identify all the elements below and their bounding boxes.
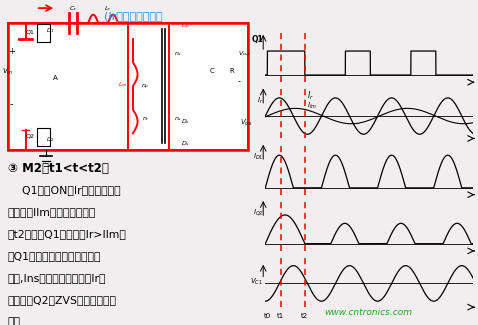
Text: $V_{oa}$: $V_{oa}$ xyxy=(240,118,253,128)
Text: $L_r$: $L_r$ xyxy=(104,4,112,13)
Text: 在t2时刻，Q1关断，但Ir>Ilm，: 在t2时刻，Q1关断，但Ir>Ilm， xyxy=(8,229,127,239)
Text: C: C xyxy=(210,68,215,74)
Text: $I_{Q2}$: $I_{Q2}$ xyxy=(253,208,263,218)
Text: A: A xyxy=(53,75,57,81)
Text: (Ir从左向右为正）: (Ir从左向右为正） xyxy=(104,11,163,21)
Text: ③ M2（t1<t<t2）: ③ M2（t1<t<t2） xyxy=(8,162,109,176)
Text: $n_s$: $n_s$ xyxy=(174,50,182,58)
Text: +: + xyxy=(8,47,15,57)
Text: $n_s$: $n_s$ xyxy=(174,115,182,123)
Text: $V_{C1}$: $V_{C1}$ xyxy=(250,277,263,287)
Text: $I_{lm}$: $I_{lm}$ xyxy=(307,101,317,111)
Text: $C_r$: $C_r$ xyxy=(69,4,77,13)
Text: $n_r$: $n_r$ xyxy=(142,115,150,123)
Text: t2: t2 xyxy=(301,313,308,319)
Bar xyxy=(37,128,50,146)
Text: 件。: 件。 xyxy=(8,317,21,325)
Text: Q1: Q1 xyxy=(26,30,34,35)
Text: $D_s$: $D_s$ xyxy=(181,139,190,148)
Bar xyxy=(8,23,248,150)
Text: $I_r$: $I_r$ xyxy=(307,89,314,102)
Text: $D_s$: $D_s$ xyxy=(181,118,190,126)
Text: $I_{D1}$: $I_{D1}$ xyxy=(253,152,263,162)
Text: $I_r$: $I_r$ xyxy=(257,96,263,106)
Text: R: R xyxy=(229,68,234,74)
Text: $L_m$: $L_m$ xyxy=(118,80,128,89)
Text: $V_{out}$: $V_{out}$ xyxy=(238,49,251,58)
Text: $D_p$: $D_p$ xyxy=(181,21,190,32)
Text: 存在，为Q2的ZVS开通创造了条: 存在，为Q2的ZVS开通创造了条 xyxy=(8,295,117,305)
Text: t1: t1 xyxy=(277,313,284,319)
Text: $D_2$: $D_2$ xyxy=(46,135,54,144)
Text: Q1已经ON，Ir依然以正弦规: Q1已经ON，Ir依然以正弦规 xyxy=(8,185,120,195)
Text: www.cntronics.com: www.cntronics.com xyxy=(324,308,412,317)
Text: 在Q1关断时，副边二极管依然: 在Q1关断时，副边二极管依然 xyxy=(8,251,101,261)
Text: 导通,Ins依然有电流，同时Ir的: 导通,Ins依然有电流，同时Ir的 xyxy=(8,273,106,283)
Bar xyxy=(37,24,50,42)
Text: Q2: Q2 xyxy=(25,134,34,139)
Text: 律增大，Ilm依然线性上升，: 律增大，Ilm依然线性上升， xyxy=(8,207,96,217)
Text: $D_1$: $D_1$ xyxy=(46,26,54,35)
Text: -: - xyxy=(238,77,241,86)
Text: t0: t0 xyxy=(264,313,271,319)
Text: $n_p$: $n_p$ xyxy=(141,83,150,92)
Text: Q1: Q1 xyxy=(251,35,263,44)
Text: -: - xyxy=(10,99,13,109)
Text: $V_{in}$: $V_{in}$ xyxy=(2,66,13,77)
